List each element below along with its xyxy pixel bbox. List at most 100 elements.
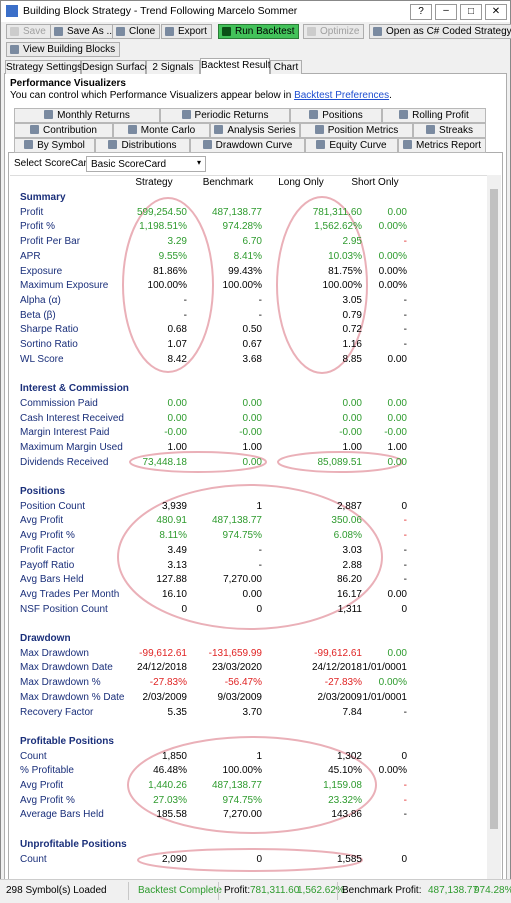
help-button[interactable]: ? — [410, 4, 432, 20]
metric-value: - — [403, 309, 407, 321]
status-text: 487,138.77 — [428, 885, 479, 896]
tab[interactable]: Strategy Settings — [5, 60, 83, 74]
metric-value: 0 — [256, 853, 262, 865]
metric-value: - — [403, 515, 407, 527]
status-text: Benchmark Profit: — [342, 885, 422, 896]
metric-value: 0.00 — [387, 397, 407, 409]
tab-label: Monte Carlo — [140, 125, 196, 136]
status-text: Profit: — [224, 885, 251, 896]
tab-label: Equity Curve — [329, 140, 387, 151]
metric-value: - — [403, 794, 407, 806]
metric-value: 2.88 — [342, 559, 362, 571]
row-label: Cash Interest Received — [20, 412, 124, 424]
status-text: 781,311.60 — [250, 885, 300, 896]
metric-value: 0.00% — [378, 221, 407, 233]
metric-value: -99,612.61 — [139, 647, 187, 659]
metric-value: 100.00% — [322, 280, 362, 292]
tab[interactable]: Backtest Results — [200, 58, 275, 74]
save-button[interactable]: Save — [6, 24, 51, 39]
metric-value: - — [183, 309, 187, 321]
export-button[interactable]: Export — [161, 24, 212, 39]
close-button[interactable]: ✕ — [485, 4, 507, 20]
metric-value: - — [258, 544, 262, 556]
tab-label: Periodic Returns — [194, 110, 269, 121]
visualizer-tab[interactable]: Monthly Returns — [14, 108, 160, 123]
metric-value: 0 — [181, 603, 187, 615]
metric-value: 45.10% — [328, 765, 362, 777]
metric-value: 0 — [256, 603, 262, 615]
open-csharp-button[interactable]: Open as C# Coded Strategy — [369, 24, 511, 39]
metric-value: 0.00 — [242, 397, 262, 409]
maximize-button[interactable]: □ — [460, 4, 482, 20]
metric-value: 0.00 — [242, 456, 262, 468]
visualizer-tab[interactable]: Monte Carlo — [113, 123, 210, 138]
metric-value: 0.00 — [387, 647, 407, 659]
preferences-link[interactable]: Backtest Preferences — [294, 90, 390, 101]
visualizer-tab[interactable]: Drawdown Curve — [190, 138, 305, 153]
metric-value: 487,138.77 — [211, 206, 262, 218]
row-label: Avg Bars Held — [20, 574, 84, 586]
save-as-button[interactable]: Save As ... — [50, 24, 120, 39]
visualizer-tab[interactable]: Contribution — [14, 123, 113, 138]
label: Open as C# Coded Strategy — [386, 26, 511, 37]
visualizers-heading: Performance Visualizers — [10, 78, 126, 89]
metric-value: -0.00 — [384, 427, 407, 439]
metric-value: 1/01/0001 — [362, 691, 408, 703]
tab[interactable]: Design Surface — [81, 60, 151, 74]
metric-value: -131,659.99 — [208, 647, 262, 659]
metric-value: - — [258, 559, 262, 571]
metric-value: - — [403, 809, 407, 821]
scrollbar[interactable] — [487, 175, 501, 879]
metric-value: - — [403, 530, 407, 542]
minimize-button[interactable]: – — [435, 4, 457, 20]
scroll-thumb[interactable] — [490, 189, 498, 829]
metric-value: 0.00 — [387, 588, 407, 600]
metric-value: 0.00 — [387, 206, 407, 218]
tab-icon — [108, 140, 118, 149]
visualizer-tab[interactable]: Equity Curve — [305, 138, 398, 153]
visualizer-tab[interactable]: Analysis Series — [210, 123, 300, 138]
metric-value: 2,887 — [336, 500, 362, 512]
row-label: Avg Profit % — [20, 794, 75, 806]
metric-value: 9.55% — [158, 250, 187, 262]
metric-value: -56.47% — [224, 677, 262, 689]
run-backtest-button[interactable]: Run Backtest — [218, 24, 300, 39]
metric-value: -99,612.61 — [314, 647, 362, 659]
visualizer-tab[interactable]: By Symbol — [14, 138, 95, 153]
metric-value: - — [258, 309, 262, 321]
metric-value: 1.00 — [342, 441, 362, 453]
metric-value: 3.13 — [167, 559, 187, 571]
visualizer-tab[interactable]: Positions — [290, 108, 382, 123]
metric-value: - — [403, 294, 407, 306]
visualizer-tab[interactable]: Metrics Report — [398, 138, 486, 153]
row-label: Profit Factor — [20, 544, 75, 556]
window-title: Building Block Strategy - Trend Followin… — [23, 5, 298, 17]
visualizer-tab[interactable]: Periodic Returns — [160, 108, 290, 123]
view-building-blocks-button[interactable]: View Building Blocks — [6, 42, 121, 57]
metric-value: 0.00% — [378, 265, 407, 277]
tab-label: Analysis Series — [227, 125, 296, 136]
clone-button[interactable]: Clone — [112, 24, 161, 39]
annotation-ellipse — [276, 196, 368, 374]
scorecard-dropdown[interactable]: Basic ScoreCard ▾ — [86, 156, 206, 172]
annotation-ellipse — [129, 451, 267, 473]
tab-icon — [24, 140, 34, 149]
visualizer-tab[interactable]: Streaks — [413, 123, 486, 138]
label: Save — [23, 26, 46, 37]
visualizer-tab[interactable]: Rolling Profit — [382, 108, 486, 123]
section-title: Drawdown — [20, 633, 71, 644]
scorecard-label: Select ScoreCard: — [14, 158, 96, 169]
tab[interactable]: 2 Signals — [146, 60, 200, 74]
metric-value: 0.00 — [387, 353, 407, 365]
metric-value: 0.00% — [378, 250, 407, 262]
tab[interactable]: Chart — [270, 60, 302, 74]
optimize-button[interactable]: Optimize — [303, 24, 365, 39]
tab-icon — [30, 125, 40, 134]
metric-value: - — [403, 544, 407, 556]
metric-value: 0.00 — [387, 456, 407, 468]
visualizer-tab[interactable]: Position Metrics — [300, 123, 413, 138]
metric-value: 974.75% — [222, 530, 262, 542]
metric-value: 127.88 — [156, 574, 187, 586]
row-label: Margin Interest Paid — [20, 427, 110, 439]
visualizer-tab[interactable]: Distributions — [95, 138, 190, 153]
